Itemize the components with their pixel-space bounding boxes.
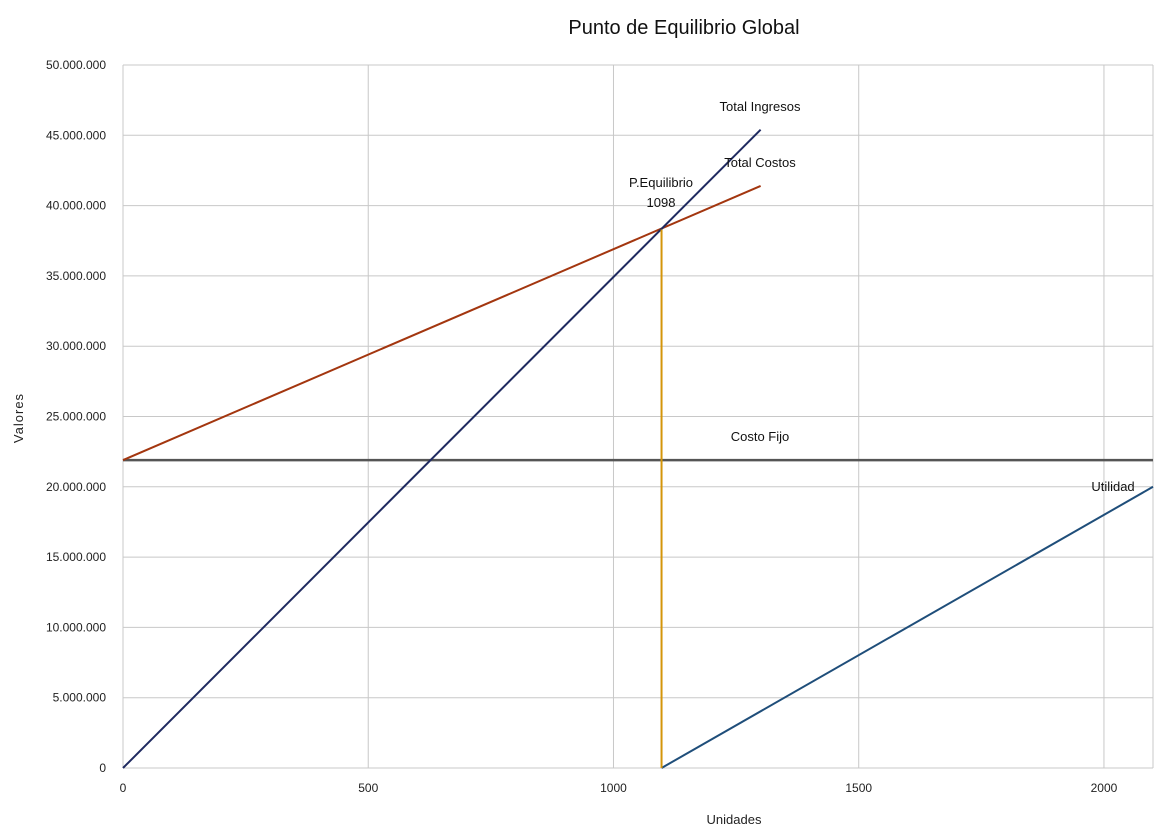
x-axis-title: Unidades [707,812,762,827]
y-tick-label: 0 [99,761,106,775]
x-tick-label: 1000 [600,781,627,795]
y-tick-labels: 0 5.000.000 10.000.000 15.000.000 20.000.000… [46,58,106,775]
y-tick-label: 50.000.000 [46,58,106,72]
x-tick-labels: 0 500 1000 1500 2000 [120,781,1118,795]
series-line-total-ingresos [122,128,762,769]
series-label-costo-fijo: Costo Fijo [731,429,790,444]
y-tick-label: 30.000.000 [46,339,106,353]
series-lines [122,128,1154,769]
series-line-utilidad [661,485,1154,769]
y-tick-label: 10.000.000 [46,620,106,634]
x-tick-label: 500 [358,781,378,795]
y-tick-label: 20.000.000 [46,480,106,494]
series-label-total-ingresos: Total Ingresos [720,99,801,114]
y-gridlines [123,64,1153,769]
series-annotations: Total Ingresos Total Costos Costo Fijo Util… [629,99,1135,494]
x-tick-label: 1500 [845,781,872,795]
y-tick-label: 40.000.000 [46,199,106,213]
series-line-total-costos [122,184,762,462]
y-tick-label: 15.000.000 [46,550,106,564]
x-tick-label: 2000 [1091,781,1118,795]
y-tick-label: 45.000.000 [46,128,106,142]
series-label-total-costos: Total Costos [724,155,796,170]
breakeven-value-label: 1098 [647,195,676,210]
chart-title: Punto de Equilibrio Global [568,17,799,39]
y-tick-label: 25.000.000 [46,410,106,424]
series-label-utilidad: Utilidad [1091,479,1134,494]
y-tick-label: 35.000.000 [46,269,106,283]
y-axis-title: Valores [11,393,26,443]
breakeven-label: P.Equilibrio [629,175,693,190]
y-tick-label: 5.000.000 [53,691,107,705]
x-tick-label: 0 [120,781,127,795]
